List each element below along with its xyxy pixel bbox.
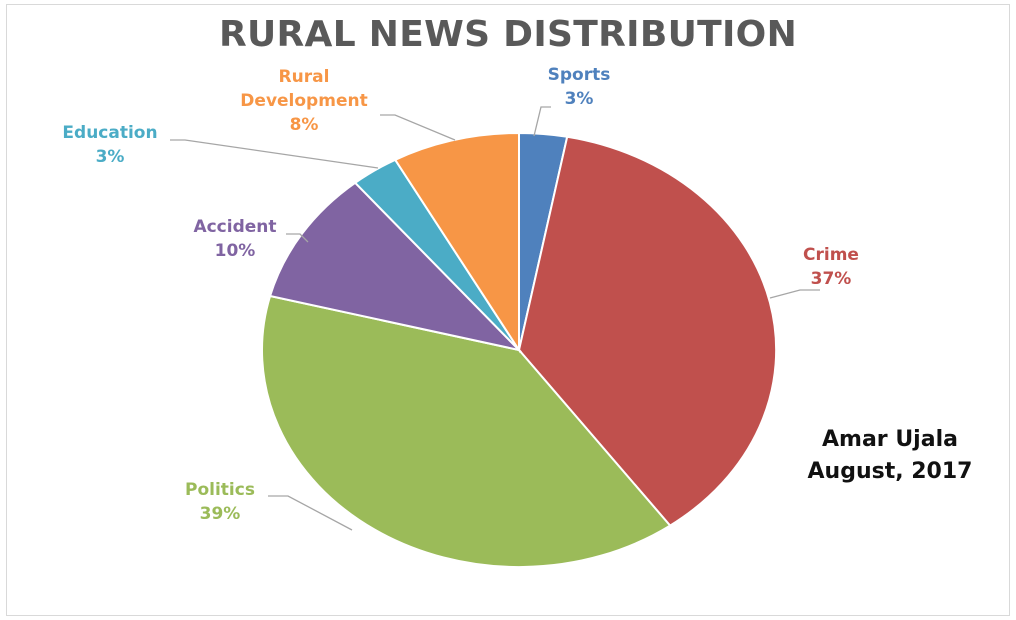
slice-label-crime: Crime 37%: [803, 245, 859, 289]
slice-label-accident: Accident 10%: [193, 217, 276, 261]
leader-line: [380, 114, 456, 141]
source-annotation: Amar Ujala August, 2017: [790, 424, 990, 488]
pie-slice-crime: [517, 135, 778, 527]
leader-line: [286, 233, 309, 243]
slice-label-sports: Sports 3%: [548, 65, 611, 109]
leader-line: [268, 495, 353, 531]
leader-line: [170, 139, 379, 169]
pie-slice-rural-development: [393, 131, 520, 354]
leader-line: [533, 106, 551, 137]
slice-label-politics: Politics 39%: [185, 480, 255, 524]
source-name: Amar Ujala: [822, 427, 958, 452]
slice-label-rural-development: Rural Development 8%: [240, 67, 367, 135]
leader-line: [769, 289, 820, 299]
pie-slice-politics: [260, 294, 672, 569]
pie-slice-accident: [268, 181, 523, 352]
chart-title: RURAL NEWS DISTRIBUTION: [218, 14, 798, 55]
source-date: August, 2017: [807, 459, 973, 484]
slice-label-education: Education 3%: [62, 123, 157, 167]
